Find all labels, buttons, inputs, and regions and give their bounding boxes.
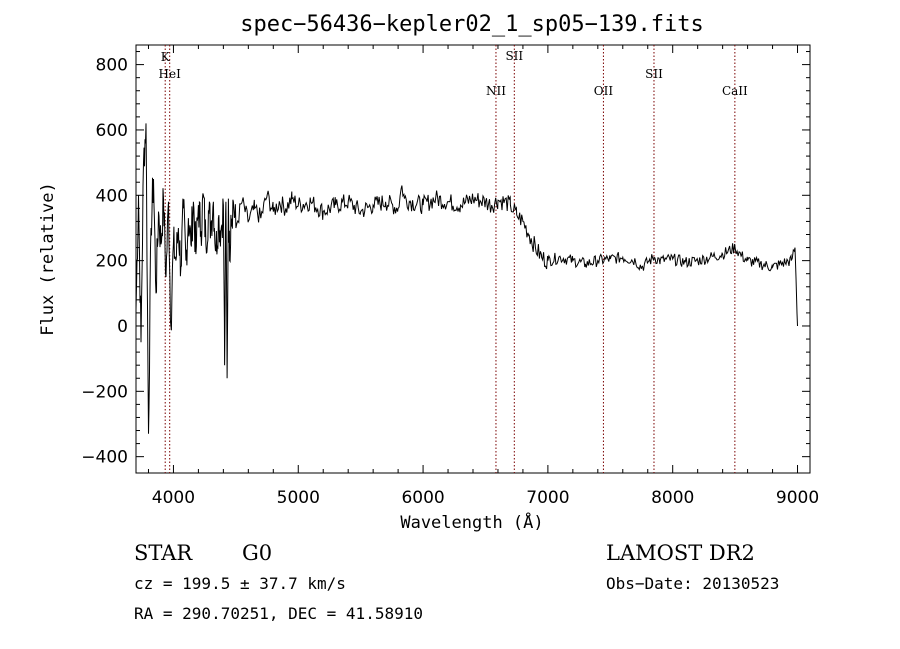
y-tick-label: 800 [96,56,128,76]
object-subclass: G0 [242,541,272,565]
emission-line-markers: K HeI NII SII OII SII CaII [159,45,748,473]
y-tick-label: −200 [81,382,128,402]
survey-label: LAMOST DR2 [606,541,755,565]
line-marker-label: SII [505,49,523,63]
y-tick-label: 600 [96,121,128,141]
x-tick-label: 4000 [152,488,195,508]
x-tick-label: 8000 [651,488,694,508]
line-marker-label: NII [486,84,506,98]
observation-date: Obs−Date: 20130523 [606,574,779,593]
line-marker-label: SII [645,67,663,81]
x-tick-label: 7000 [526,488,569,508]
x-axis: 4000 5000 6000 7000 8000 9000 [147,45,819,508]
redshift-cz: cz = 199.5 ± 37.7 km/s [134,574,346,593]
y-tick-label: 200 [96,252,128,272]
coordinates: RA = 290.70251, DEC = 41.58910 [134,604,423,623]
y-tick-label: 0 [117,317,128,337]
x-tick-label: 5000 [277,488,320,508]
y-axis-label: Flux (relative) [38,182,58,336]
line-marker-label: K [161,50,171,64]
line-marker-label: CaII [722,84,748,98]
y-tick-label: 400 [96,186,128,206]
line-marker-label: HeI [159,67,182,81]
x-tick-label: 6000 [401,488,444,508]
x-tick-label: 9000 [776,488,819,508]
x-axis-label: Wavelength (Å) [400,511,543,533]
spectrum-line [135,123,798,434]
chart-title: spec−56436−kepler02_1_sp05−139.fits [240,12,704,37]
y-axis: −400 −200 0 200 400 600 800 [81,51,810,468]
object-class: STAR [134,541,193,565]
line-marker-label: OII [594,84,614,98]
y-tick-label: −400 [81,448,128,468]
